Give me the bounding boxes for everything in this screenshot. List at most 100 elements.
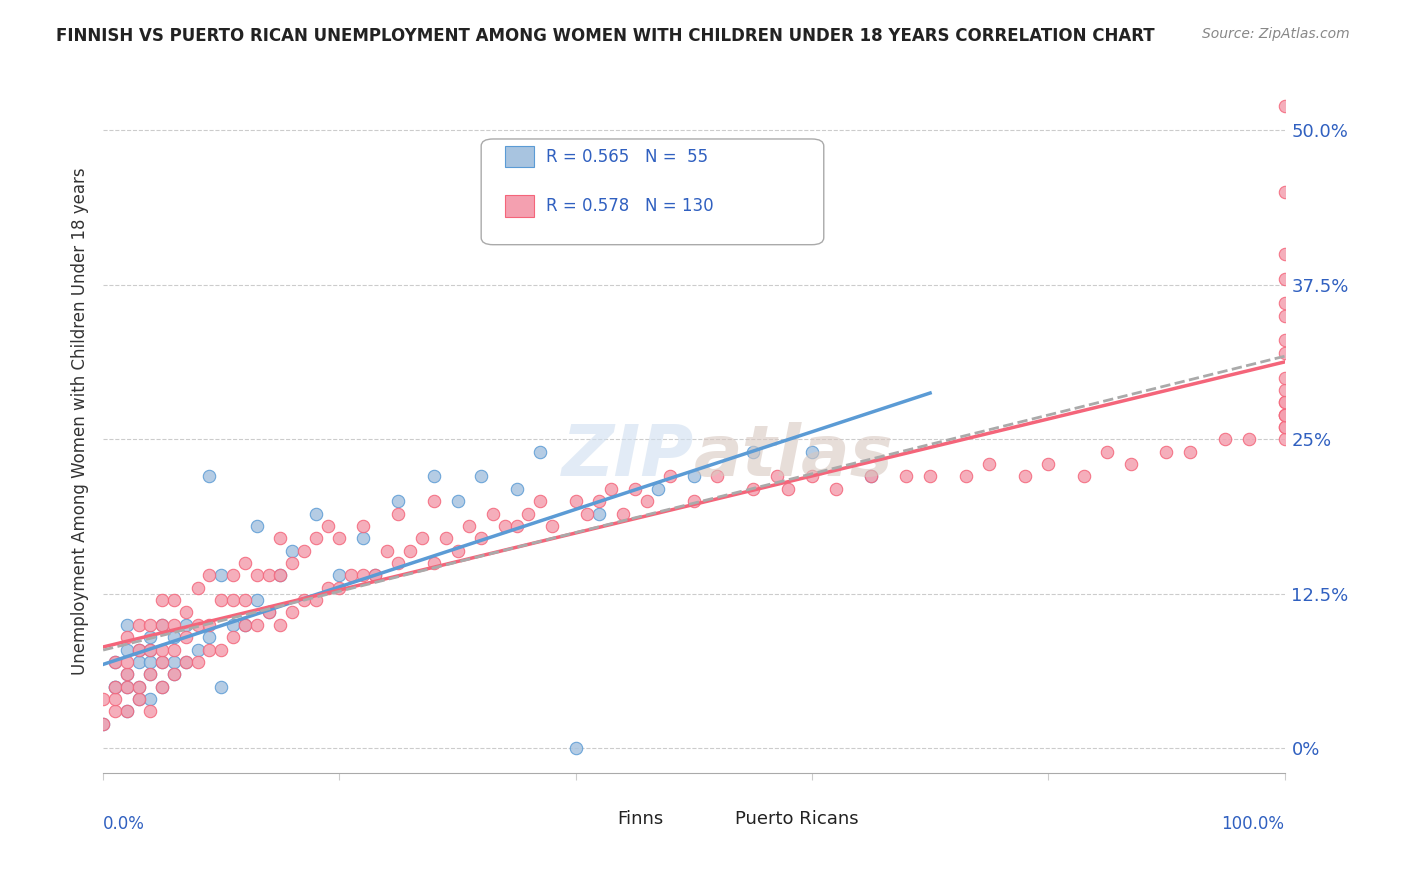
Point bbox=[269, 617, 291, 632]
Text: ZIP: ZIP bbox=[561, 422, 693, 491]
Point bbox=[233, 617, 256, 632]
Point bbox=[1215, 433, 1237, 447]
Point bbox=[1274, 346, 1296, 360]
Point bbox=[163, 617, 186, 632]
Point bbox=[352, 519, 374, 533]
Point bbox=[896, 469, 918, 483]
Point bbox=[257, 606, 280, 620]
Point bbox=[423, 556, 446, 570]
Point bbox=[505, 519, 527, 533]
Point bbox=[128, 692, 150, 706]
Point bbox=[174, 630, 197, 644]
Point bbox=[387, 556, 409, 570]
Point bbox=[1156, 444, 1178, 458]
Point bbox=[446, 543, 468, 558]
Point bbox=[482, 507, 505, 521]
Point bbox=[150, 642, 173, 657]
Text: Finns: Finns bbox=[617, 810, 664, 828]
Point bbox=[824, 482, 846, 496]
Point bbox=[364, 568, 387, 582]
Point bbox=[139, 642, 162, 657]
Point bbox=[257, 568, 280, 582]
Point bbox=[706, 469, 728, 483]
Point bbox=[128, 680, 150, 694]
Point bbox=[222, 617, 245, 632]
Point bbox=[1274, 271, 1296, 285]
Point bbox=[128, 617, 150, 632]
Point bbox=[209, 568, 232, 582]
Point bbox=[281, 543, 304, 558]
Point bbox=[163, 630, 186, 644]
Point bbox=[269, 568, 291, 582]
Point bbox=[1014, 469, 1036, 483]
Point bbox=[470, 531, 492, 545]
Point bbox=[1274, 420, 1296, 434]
Point bbox=[292, 593, 315, 607]
Text: FINNISH VS PUERTO RICAN UNEMPLOYMENT AMONG WOMEN WITH CHILDREN UNDER 18 YEARS CO: FINNISH VS PUERTO RICAN UNEMPLOYMENT AMO… bbox=[56, 27, 1154, 45]
Point bbox=[115, 655, 138, 669]
Point bbox=[187, 642, 209, 657]
Point bbox=[529, 494, 551, 508]
Point bbox=[741, 482, 763, 496]
Point bbox=[979, 457, 1001, 471]
Point bbox=[233, 593, 256, 607]
Point bbox=[1274, 408, 1296, 422]
Text: Source: ZipAtlas.com: Source: ZipAtlas.com bbox=[1202, 27, 1350, 41]
Point bbox=[209, 593, 232, 607]
Point bbox=[222, 593, 245, 607]
Point bbox=[128, 655, 150, 669]
Point bbox=[115, 642, 138, 657]
Point bbox=[104, 692, 127, 706]
Point bbox=[765, 469, 787, 483]
Point bbox=[163, 593, 186, 607]
Point bbox=[115, 630, 138, 644]
Point bbox=[187, 617, 209, 632]
Point bbox=[328, 531, 350, 545]
Point bbox=[588, 494, 610, 508]
Point bbox=[198, 630, 221, 644]
Point bbox=[104, 680, 127, 694]
Point bbox=[387, 494, 409, 508]
Point bbox=[647, 482, 669, 496]
Point bbox=[115, 680, 138, 694]
Point bbox=[411, 531, 433, 545]
Point bbox=[399, 543, 422, 558]
Point bbox=[150, 617, 173, 632]
Text: 100.0%: 100.0% bbox=[1222, 815, 1285, 833]
Point bbox=[209, 642, 232, 657]
Point bbox=[920, 469, 942, 483]
Point bbox=[1274, 420, 1296, 434]
Point bbox=[150, 655, 173, 669]
Point bbox=[682, 494, 704, 508]
Point bbox=[434, 531, 457, 545]
Point bbox=[246, 593, 269, 607]
Point bbox=[209, 680, 232, 694]
Point bbox=[128, 692, 150, 706]
Point bbox=[139, 630, 162, 644]
Point bbox=[150, 617, 173, 632]
Point bbox=[233, 617, 256, 632]
Point bbox=[860, 469, 883, 483]
Point bbox=[364, 568, 387, 582]
Point bbox=[352, 568, 374, 582]
Point bbox=[517, 507, 540, 521]
Point bbox=[128, 680, 150, 694]
Point bbox=[1274, 370, 1296, 384]
Point bbox=[115, 705, 138, 719]
Point bbox=[163, 667, 186, 681]
Point bbox=[198, 469, 221, 483]
Point bbox=[800, 469, 823, 483]
Point bbox=[187, 655, 209, 669]
Point bbox=[128, 642, 150, 657]
Point bbox=[955, 469, 977, 483]
Point bbox=[104, 705, 127, 719]
Point bbox=[600, 482, 623, 496]
Point bbox=[233, 556, 256, 570]
Point bbox=[104, 655, 127, 669]
Point bbox=[682, 469, 704, 483]
Text: 0.0%: 0.0% bbox=[103, 815, 145, 833]
Point bbox=[187, 581, 209, 595]
Point bbox=[423, 494, 446, 508]
Point bbox=[529, 444, 551, 458]
Point bbox=[163, 667, 186, 681]
